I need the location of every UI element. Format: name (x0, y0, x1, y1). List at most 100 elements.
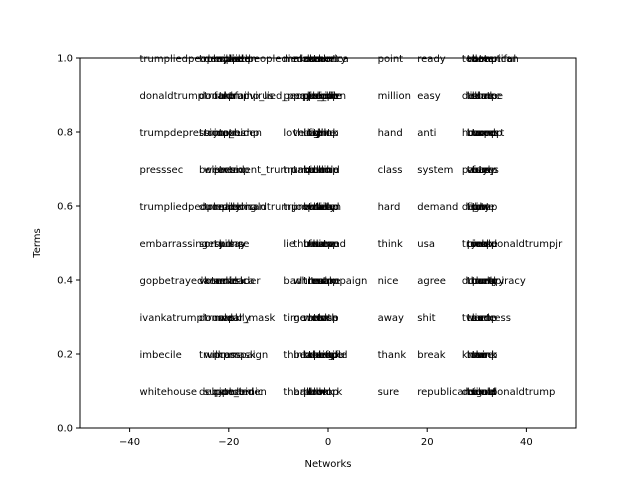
term-label: take (313, 54, 335, 65)
term-label: point (378, 54, 404, 65)
term-label: trump (303, 239, 333, 250)
term-label: shit (417, 313, 435, 324)
term-label: bored (467, 128, 496, 139)
term-label: ivankatrump (140, 313, 203, 324)
term-label: lose (318, 313, 338, 324)
term-label: trump (467, 91, 497, 102)
term-label: make (283, 54, 310, 65)
term-label: real (308, 276, 327, 287)
term-label: lead (318, 202, 339, 213)
term-label: kendal (204, 276, 237, 287)
term-label: trumpdepression (140, 128, 225, 139)
term-label: press (214, 350, 241, 361)
term-label: realdonaldtrump (214, 202, 297, 213)
term-label: trump (308, 313, 338, 324)
term-label: biden (303, 202, 331, 213)
term-label: like (318, 128, 335, 139)
term-label: trump (204, 313, 234, 324)
term-label: leader (229, 276, 262, 287)
term-label: away (378, 313, 404, 324)
term-label: lot (308, 313, 321, 324)
term-label: pay (472, 202, 490, 213)
term-label: biden (313, 202, 341, 213)
term-label: demand (417, 202, 458, 213)
term-label: trump (308, 202, 338, 213)
term-label: donald (199, 313, 233, 324)
term-label: trump (308, 387, 338, 398)
term-label: fight (467, 202, 490, 213)
term-label: take (303, 350, 325, 361)
x-tick-label: −20 (218, 437, 239, 448)
term-label: system (417, 165, 453, 176)
term-label: million (378, 91, 411, 102)
term-label: vote (467, 54, 489, 65)
x-tick-label: 40 (520, 437, 533, 448)
term-label: trump (303, 276, 333, 287)
term-label: theory (472, 276, 505, 287)
term-label: think (378, 239, 403, 250)
term-label: trump (462, 239, 492, 250)
term-label: donaldtrump (140, 91, 205, 102)
term-label: people (308, 91, 342, 102)
term-label: hold (318, 165, 340, 176)
term-label: conspiracy (472, 276, 526, 287)
term-label: response (204, 239, 249, 250)
term-label: trumpfail (204, 91, 250, 102)
term-label: work (318, 387, 342, 398)
term-label: thank (283, 387, 312, 398)
term-label: easy (417, 91, 440, 102)
term-label: pay (293, 91, 311, 102)
term-label: ban (303, 165, 322, 176)
term-label: hurt (318, 54, 339, 65)
term-label: hope (318, 350, 343, 361)
term-label: mask (229, 350, 256, 361)
term-label: trump (308, 350, 338, 361)
term-label: ripped (219, 54, 251, 65)
term-label: joe (471, 239, 487, 250)
term-label: blame (472, 91, 503, 102)
term-label: know (462, 350, 488, 361)
term-label: wake (472, 239, 498, 250)
term-label: realdonaldtrumpjr (472, 239, 563, 250)
term-label: imbecile (140, 350, 182, 361)
term-label: tell (462, 54, 478, 65)
term-label: say (229, 239, 246, 250)
term-label: trumpliedpeopledied (140, 54, 244, 65)
term-label: white (293, 276, 320, 287)
term-label: look (308, 387, 329, 398)
term-label: gopbetrayedamerica (140, 276, 244, 287)
term-label: country (308, 54, 346, 65)
term-label: mask (219, 276, 246, 287)
term-label: agree (417, 276, 446, 287)
term-label: make (313, 276, 340, 287)
term-label: sure (378, 387, 400, 398)
term-label: truth (313, 313, 338, 324)
term-label: success (472, 313, 511, 324)
term-label: easy (472, 165, 495, 176)
term-label: beautiful (303, 350, 347, 361)
term-label: dump (199, 202, 228, 213)
term-label: president_trump (214, 165, 297, 176)
term-label: make (293, 54, 320, 65)
term-label: trumpvirus (219, 91, 274, 102)
term-label: hell (303, 387, 321, 398)
term-label: taxes (472, 128, 499, 139)
term-label: elect (472, 387, 497, 398)
term-label: tax (472, 202, 488, 213)
term-label: big (467, 387, 482, 398)
term-label: vote (467, 165, 489, 176)
term-label: trump (467, 202, 497, 213)
term-label: thank (378, 350, 407, 361)
term-label: debate (462, 91, 497, 102)
term-label: hoax (462, 128, 487, 139)
term-label: embarrassing (140, 239, 208, 250)
term-label: trump (467, 350, 497, 361)
term-label: donald (199, 91, 233, 102)
term-label: vote (472, 54, 494, 65)
term-label: trump (308, 239, 338, 250)
y-axis-label: Terms (32, 228, 43, 258)
term-label: plan (303, 387, 325, 398)
term-label: think (472, 350, 497, 361)
term-label: supporter (204, 387, 254, 398)
y-tick-label: 1.0 (57, 54, 73, 65)
